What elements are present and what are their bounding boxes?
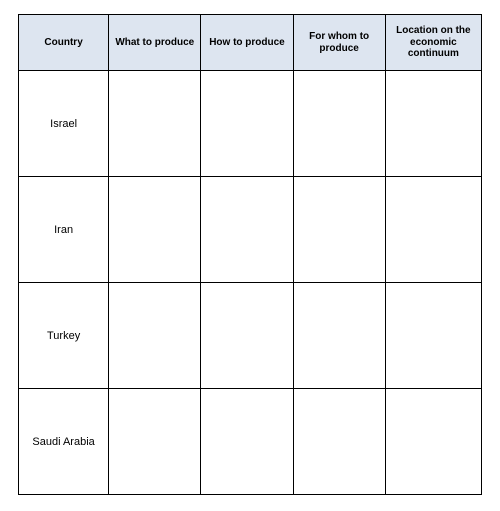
- header-country: Country: [19, 15, 109, 71]
- cell: [385, 283, 481, 389]
- row-label: Iran: [19, 177, 109, 283]
- row-label: Saudi Arabia: [19, 389, 109, 495]
- header-row: Country What to produce How to produce F…: [19, 15, 482, 71]
- row-label: Turkey: [19, 283, 109, 389]
- cell: [109, 283, 201, 389]
- table-row: Saudi Arabia: [19, 389, 482, 495]
- cell: [201, 389, 293, 495]
- economic-questions-table: Country What to produce How to produce F…: [18, 14, 482, 495]
- row-label: Israel: [19, 71, 109, 177]
- cell: [201, 71, 293, 177]
- cell: [293, 177, 385, 283]
- header-how: How to produce: [201, 15, 293, 71]
- cell: [385, 71, 481, 177]
- cell: [385, 177, 481, 283]
- table-row: Turkey: [19, 283, 482, 389]
- header-location: Location on the economic continuum: [385, 15, 481, 71]
- header-whom: For whom to produce: [293, 15, 385, 71]
- table-row: Israel: [19, 71, 482, 177]
- cell: [293, 71, 385, 177]
- cell: [293, 389, 385, 495]
- cell: [109, 177, 201, 283]
- header-what: What to produce: [109, 15, 201, 71]
- cell: [293, 283, 385, 389]
- cell: [109, 389, 201, 495]
- cell: [385, 389, 481, 495]
- cell: [201, 283, 293, 389]
- cell: [201, 177, 293, 283]
- cell: [109, 71, 201, 177]
- table-row: Iran: [19, 177, 482, 283]
